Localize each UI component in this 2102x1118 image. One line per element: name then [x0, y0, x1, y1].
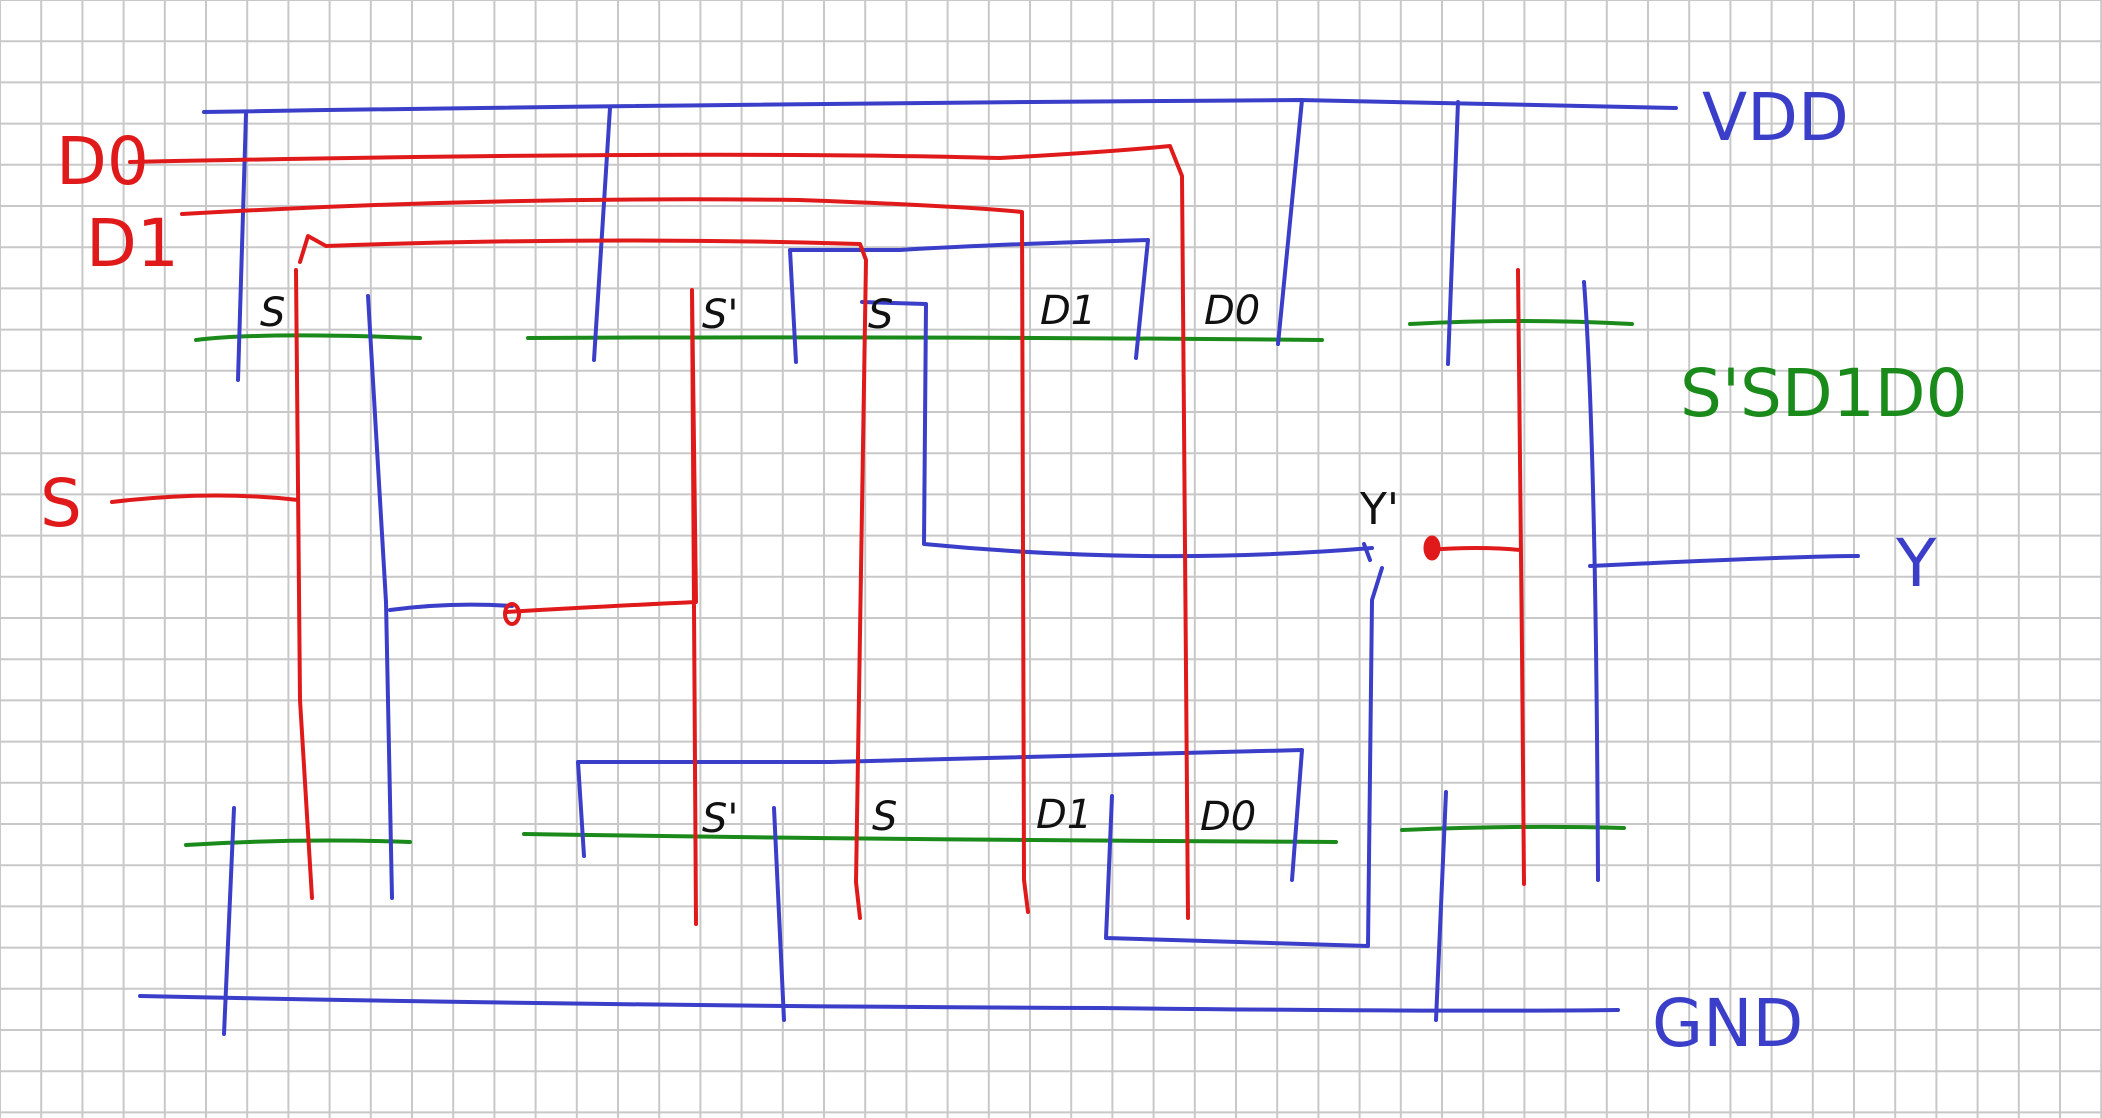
gate-label-bottom-2: S [872, 794, 897, 840]
nmos-diffusion-right [1400, 824, 1626, 832]
s-gate-inverter [294, 268, 314, 900]
gnd-loop [1104, 566, 1384, 948]
labels: VDD GND Y Y' D0 D1 S S'SD1D0 S S' S D1 D… [40, 79, 1968, 1062]
vdd-tap-3 [1276, 98, 1304, 346]
nmos-diffusion-middle [522, 832, 1338, 844]
gnd-label: GND [1652, 985, 1803, 1062]
vdd-tap-4 [1446, 100, 1460, 366]
d1-input [180, 197, 1030, 914]
gate-label-bottom-4: D0 [1200, 794, 1256, 840]
gnd-rail [138, 994, 1620, 1013]
gnd-tap-3 [1434, 790, 1448, 1022]
metal-wires [138, 98, 1860, 1036]
gate-label-top-5: D0 [1204, 288, 1260, 334]
inv2-out [1582, 280, 1600, 882]
gnd-tap-2 [772, 806, 786, 1022]
vdd-rail [202, 98, 1678, 114]
gate-label-top-1: S [260, 290, 285, 336]
contact-inverter [503, 602, 521, 626]
nmos-loop [576, 748, 1304, 882]
gate-label-bottom-1: S' [702, 796, 738, 842]
s-input-label: S [40, 465, 82, 542]
y-output [1588, 554, 1860, 568]
gate-label-top-2: S' [702, 292, 738, 338]
nmos-diffusion-left [184, 838, 412, 847]
inverter-out [366, 294, 394, 900]
vdd-tap-2 [592, 106, 612, 362]
y-prime-stub [1362, 542, 1372, 562]
d1-input-label: D1 [86, 205, 179, 282]
pmos-diffusion-right [1408, 319, 1634, 326]
y-output-label: Y [1895, 525, 1937, 602]
diffusion-order-label: S'SD1D0 [1680, 355, 1968, 432]
s-input [110, 493, 300, 504]
diffusion-lines [184, 319, 1634, 847]
gate-label-bottom-3: D1 [1036, 792, 1092, 838]
poly-wires [110, 144, 1526, 926]
pmos-jumper [788, 238, 1150, 364]
gnd-tap-1 [222, 806, 236, 1036]
contacts [503, 535, 1441, 626]
pmos-diffusion-middle [526, 335, 1324, 342]
vdd-label: VDD [1702, 79, 1849, 156]
s-gate-top [298, 234, 868, 920]
y-prime-label: Y' [1359, 484, 1399, 535]
d0-input-label: D0 [56, 123, 149, 200]
gate-label-top-4: D1 [1040, 288, 1096, 334]
d0-input [128, 144, 1190, 920]
y-prime-node [860, 300, 1374, 559]
gate-label-top-3: S [868, 292, 893, 338]
inverter-feed [388, 602, 514, 612]
contact-y-prime [1423, 535, 1441, 561]
inv2-poly [1516, 268, 1526, 886]
pmos-diffusion-left [194, 333, 422, 342]
sprime-gate [504, 288, 698, 926]
